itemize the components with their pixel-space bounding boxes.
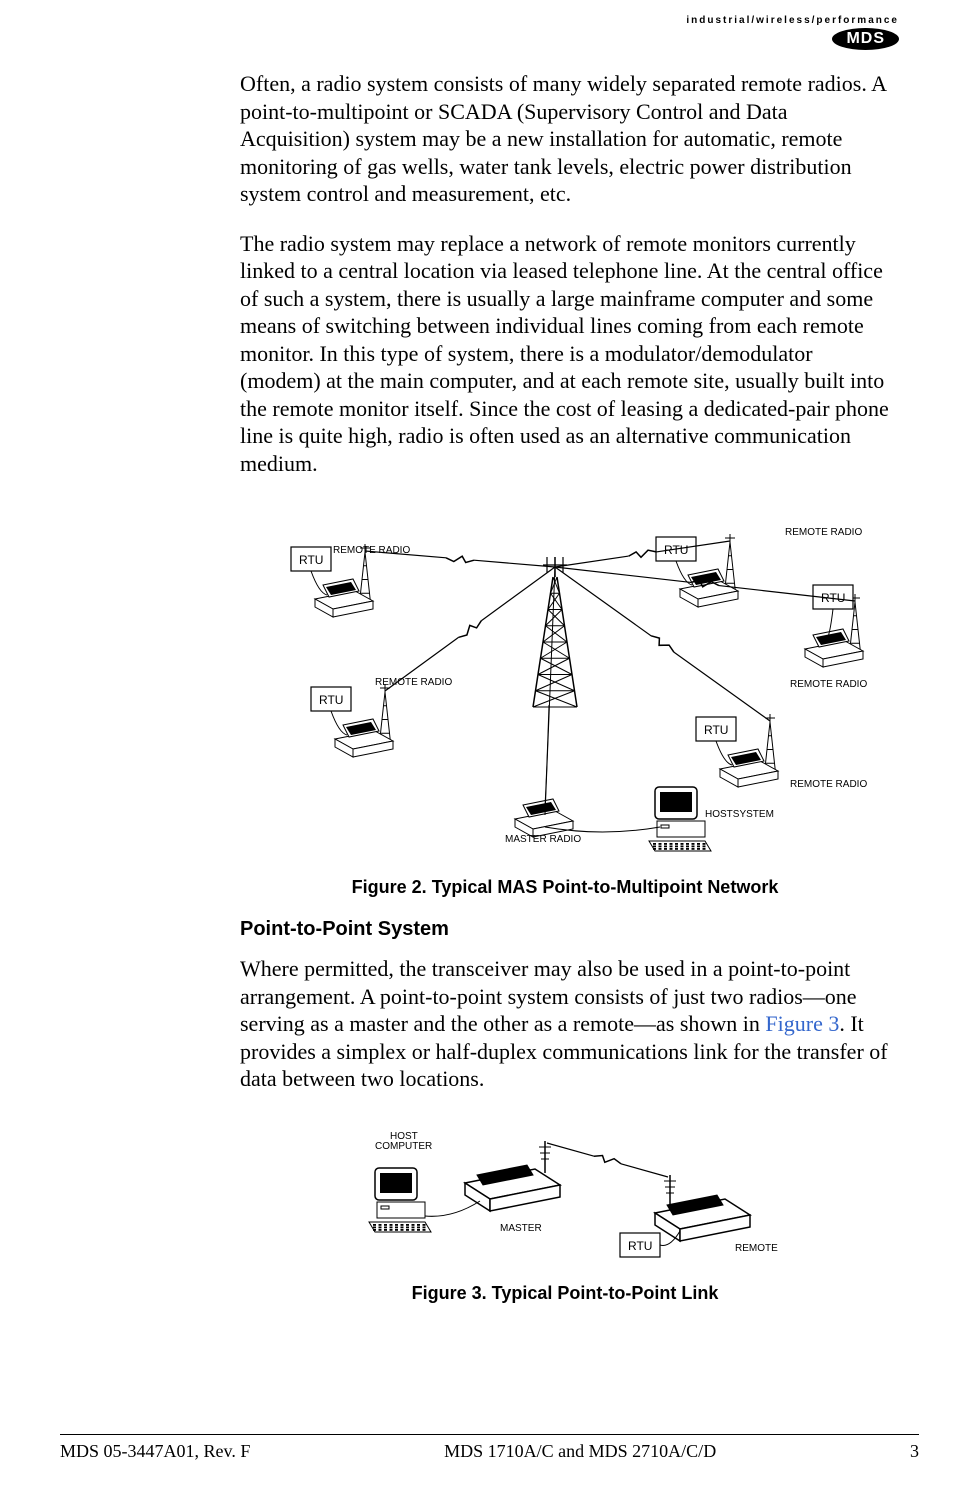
paragraph-2: The radio system may replace a network o… <box>240 230 890 478</box>
svg-text:REMOTE RADIO: REMOTE RADIO <box>375 677 452 688</box>
svg-text:REMOTE: REMOTE <box>735 1243 778 1254</box>
logo-tagline: industrial/wireless/performance <box>686 15 899 26</box>
figure-3-diagram: RTUHOSTCOMPUTERMASTERREMOTE <box>245 1123 885 1273</box>
brand-logo: industrial/wireless/performance MDS <box>686 15 899 50</box>
svg-text:REMOTE RADIO: REMOTE RADIO <box>785 527 862 538</box>
footer-right: 3 <box>910 1441 919 1462</box>
footer-center: MDS 1710A/C and MDS 2710A/C/D <box>444 1441 716 1462</box>
paragraph-3: Where permitted, the transceiver may als… <box>240 955 890 1093</box>
svg-text:REMOTE RADIO: REMOTE RADIO <box>790 779 867 790</box>
logo-brand: MDS <box>832 28 899 50</box>
svg-text:REMOTE RADIO: REMOTE RADIO <box>333 545 410 556</box>
page-footer: MDS 05-3447A01, Rev. F MDS 1710A/C and M… <box>60 1434 919 1462</box>
svg-text:HOSTSYSTEM: HOSTSYSTEM <box>705 809 774 820</box>
svg-text:RTU: RTU <box>319 693 343 707</box>
footer-left: MDS 05-3447A01, Rev. F <box>60 1441 250 1462</box>
paragraph-1: Often, a radio system consists of many w… <box>240 70 890 208</box>
svg-text:REMOTE RADIO: REMOTE RADIO <box>790 679 867 690</box>
svg-text:RTU: RTU <box>704 723 728 737</box>
svg-text:RTU: RTU <box>628 1239 652 1253</box>
figure-2-diagram: RTURTURTURTURTUREMOTE RADIOREMOTE RADIOR… <box>245 507 885 867</box>
figure-3-caption: Figure 3. Typical Point-to-Point Link <box>240 1283 890 1304</box>
figure-2-caption: Figure 2. Typical MAS Point-to-Multipoin… <box>240 877 890 898</box>
svg-text:RTU: RTU <box>299 553 323 567</box>
svg-text:MASTER: MASTER <box>500 1223 542 1234</box>
svg-text:MASTER RADIO: MASTER RADIO <box>505 834 581 845</box>
figure-3-reference-link[interactable]: Figure 3 <box>765 1011 839 1036</box>
svg-text:COMPUTER: COMPUTER <box>375 1141 432 1152</box>
subheading-p2p: Point-to-Point System <box>240 918 890 941</box>
